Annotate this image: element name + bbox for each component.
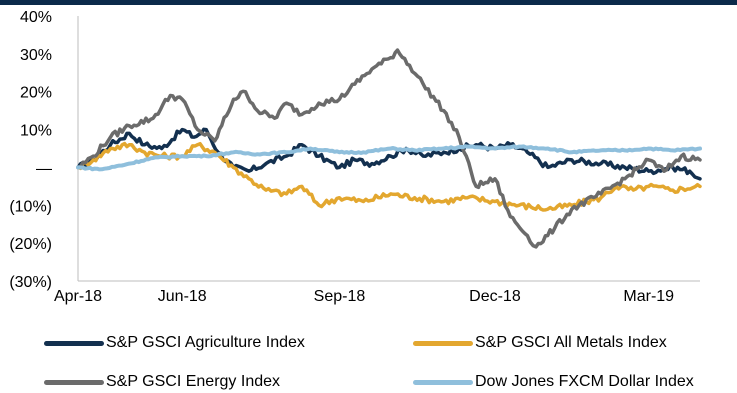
y-tick-label: (20%) <box>9 236 52 253</box>
legend-label-agriculture: S&P GSCI Agriculture Index <box>106 334 305 351</box>
series-line-1 <box>76 127 702 181</box>
y-tick-labels: 40% 30% 20% 10% — (10%) (20%) (30%) <box>9 9 52 291</box>
y-tick-label: 40% <box>20 9 52 26</box>
legend-swatch-dollar <box>413 379 473 385</box>
x-tick-label: Jun-18 <box>158 288 207 305</box>
legend-swatch-energy <box>44 379 104 385</box>
legend-item-energy: S&P GSCI Energy Index <box>44 371 280 393</box>
legend-label-energy: S&P GSCI Energy Index <box>106 373 281 390</box>
series-line-3 <box>76 48 702 249</box>
series-line-4 <box>76 144 702 172</box>
series-lines <box>76 48 702 249</box>
y-tick-label: (10%) <box>9 198 52 215</box>
y-tick-label: (30%) <box>9 274 52 291</box>
x-tick-label: Sep-18 <box>314 288 366 305</box>
x-tick-label: Mar-19 <box>623 288 674 305</box>
y-tick-label: 30% <box>20 47 52 64</box>
legend-item-agriculture: S&P GSCI Agriculture Index <box>44 332 305 354</box>
chart-legend: S&P GSCI Agriculture Index S&P GSCI All … <box>0 322 737 393</box>
x-tick-label: Apr-18 <box>54 288 102 305</box>
legend-swatch-metals <box>413 340 473 346</box>
legend-label-metals: S&P GSCI All Metals Index <box>475 334 667 351</box>
y-tick-label: 20% <box>20 85 52 102</box>
legend-item-metals: S&P GSCI All Metals Index <box>413 332 667 354</box>
y-tick-label: 10% <box>20 123 52 140</box>
top-accent-bar <box>0 0 737 5</box>
x-tick-label: Dec-18 <box>469 288 521 305</box>
legend-swatch-agriculture <box>44 340 104 346</box>
chart-axes <box>77 16 700 282</box>
y-tick-label: — <box>36 160 52 177</box>
x-tick-labels: Apr-18 Jun-18 Sep-18 Dec-18 Mar-19 <box>54 288 674 305</box>
legend-label-dollar: Dow Jones FXCM Dollar Index <box>475 373 694 390</box>
line-chart: 40% 30% 20% 10% — (10%) (20%) (30%) Apr-18 Jun-1… <box>9 9 702 305</box>
legend-item-dollar: Dow Jones FXCM Dollar Index <box>413 371 694 393</box>
series-line-2 <box>76 141 702 212</box>
